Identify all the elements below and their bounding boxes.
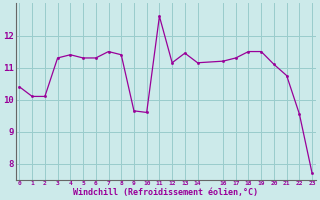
- X-axis label: Windchill (Refroidissement éolien,°C): Windchill (Refroidissement éolien,°C): [73, 188, 258, 197]
